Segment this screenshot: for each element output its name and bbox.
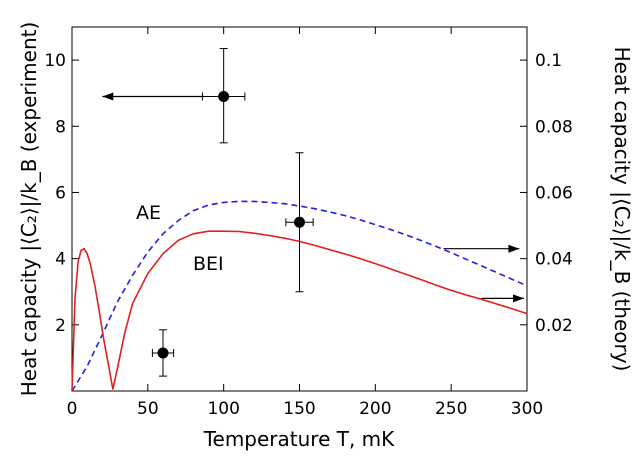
y-tick-label-right: 0.02 — [535, 316, 573, 336]
axis-arrow-head — [508, 244, 520, 253]
y-tick-label-right: 0.04 — [535, 250, 573, 270]
y-tick-label-left: 8 — [55, 117, 66, 137]
y-axis-label-right: Heat capacity |⟨C₂⟩|/k_B (theory) — [610, 47, 634, 372]
arrows-layer — [102, 92, 524, 303]
x-tick-label: 0 — [67, 399, 78, 419]
ae-annotation: AE — [136, 202, 161, 224]
y-tick-label-left: 10 — [44, 51, 66, 71]
x-tick-label: 300 — [511, 399, 543, 419]
y-axis-label-left: Heat capacity |⟨C₂⟩|/k_B (experiment) — [17, 22, 41, 397]
tick-labels: 0 50 100 150 200 250 300 2 4 6 8 10 0.02 0.04 0.06 0.08… — [44, 51, 573, 419]
series-bei-line — [71, 230, 528, 392]
y-tick-label-right: 0.06 — [535, 183, 573, 203]
series-layer — [71, 200, 528, 392]
experiment-point — [157, 347, 169, 359]
experiment-point — [294, 216, 305, 228]
points-layer — [151, 48, 314, 377]
y-tick-label-right: 0.1 — [535, 51, 562, 71]
x-axis-label: Temperature T, mK — [203, 427, 395, 451]
y-tick-label-left: 2 — [55, 316, 66, 336]
experiment-point — [218, 90, 230, 102]
y-tick-label-right: 0.08 — [535, 117, 573, 137]
axis-arrow-head — [102, 92, 114, 101]
axis-arrow-head — [512, 294, 524, 303]
x-tick-label: 200 — [359, 399, 391, 419]
x-tick-label: 50 — [137, 399, 159, 419]
x-tick-label: 150 — [283, 399, 315, 419]
ticks — [71, 27, 528, 391]
y-tick-label-left: 6 — [55, 183, 66, 203]
y-tick-label-left: 4 — [55, 250, 66, 270]
x-tick-label: 250 — [435, 399, 467, 419]
bei-annotation: BEI — [193, 253, 224, 275]
x-tick-label: 100 — [207, 399, 239, 419]
